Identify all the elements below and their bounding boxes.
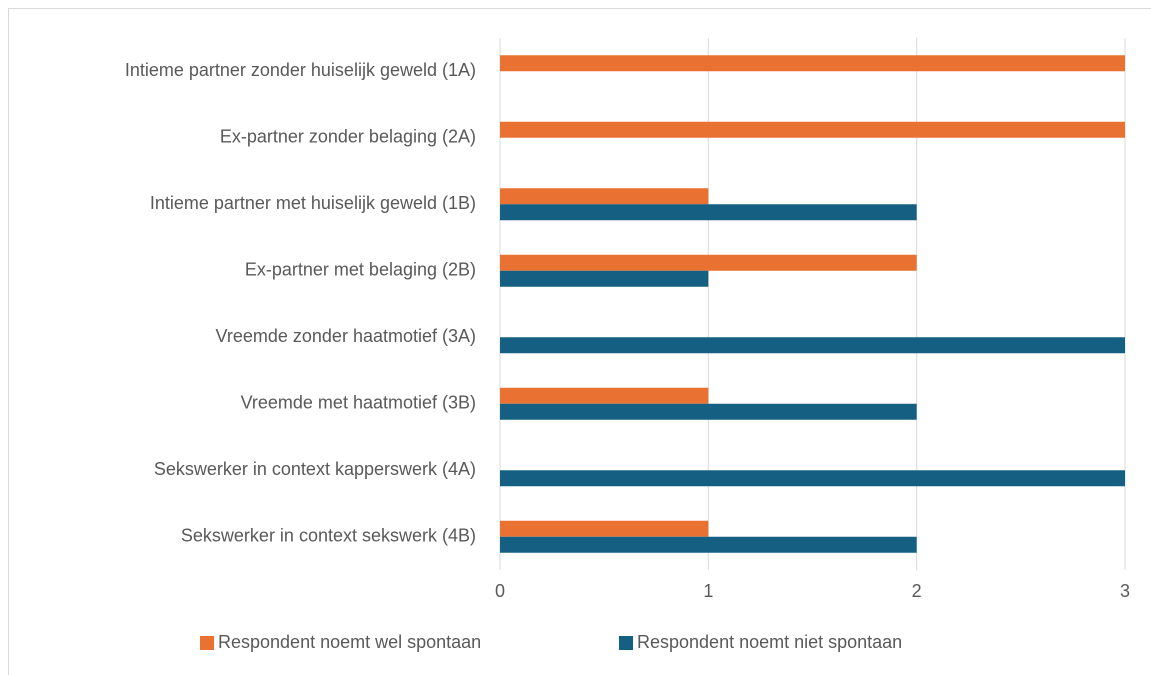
bar <box>500 254 917 271</box>
bar <box>500 121 1125 138</box>
bar <box>500 337 1125 354</box>
y-tick-label: Ex-partner zonder belaging (2A) <box>220 127 476 147</box>
y-tick-label: Sekswerker in context kapperswerk (4A) <box>154 459 476 479</box>
bar <box>500 387 709 404</box>
bar <box>500 270 709 287</box>
bar <box>500 55 1125 72</box>
x-tick-label: 3 <box>1120 581 1130 601</box>
y-tick-label: Intieme partner met huiselijk geweld (1B… <box>150 193 476 213</box>
x-tick-label: 2 <box>912 581 922 601</box>
bar <box>500 204 917 221</box>
y-tick-label: Sekswerker in context sekswerk (4B) <box>181 526 476 546</box>
bar <box>500 188 709 205</box>
legend-swatch <box>200 636 214 650</box>
bar <box>500 403 917 420</box>
legend-label: Respondent noemt niet spontaan <box>637 632 902 652</box>
y-tick-label: Ex-partner met belaging (2B) <box>245 260 476 280</box>
x-tick-label: 0 <box>495 581 505 601</box>
legend-label: Respondent noemt wel spontaan <box>218 632 481 652</box>
y-tick-label: Vreemde zonder haatmotief (3A) <box>216 326 476 346</box>
y-tick-label: Intieme partner zonder huiselijk geweld … <box>125 60 476 80</box>
legend-swatch <box>619 636 633 650</box>
bar <box>500 520 709 537</box>
bar <box>500 536 917 553</box>
bar <box>500 470 1125 487</box>
y-tick-label: Vreemde met haatmotief (3B) <box>241 393 476 413</box>
x-tick-label: 1 <box>703 581 713 601</box>
